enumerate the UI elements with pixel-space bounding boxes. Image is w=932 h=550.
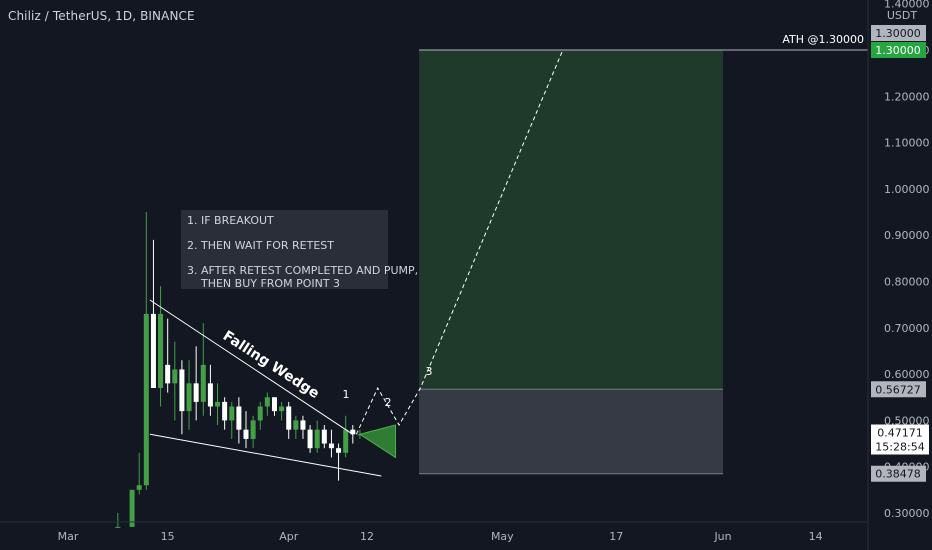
x-tick-label: May <box>491 530 514 543</box>
y-tick-label: 1.00000 <box>884 183 930 196</box>
point-2-label: 2 <box>385 396 392 409</box>
candle <box>172 369 178 384</box>
candles <box>115 212 363 528</box>
y-tick-label: 0.30000 <box>884 507 930 520</box>
x-tick-label: Mar <box>58 530 79 543</box>
breakout-triangle <box>358 424 397 459</box>
point-1-label: 1 <box>343 388 350 401</box>
candle <box>193 383 199 402</box>
candle <box>236 406 242 430</box>
candle <box>286 406 292 430</box>
ath-label: ATH @1.30000 <box>782 33 864 46</box>
candle <box>129 489 135 527</box>
y-tick-label: 1.10000 <box>884 137 930 150</box>
x-tick-label: 17 <box>609 530 623 543</box>
candle <box>350 429 356 435</box>
y-tick-label: 0.60000 <box>884 368 930 381</box>
candle <box>150 313 156 388</box>
trade-notes: 1. IF BREAKOUT 2. THEN WAIT FOR RETEST 3… <box>181 210 419 290</box>
candle <box>179 369 185 412</box>
candle <box>215 401 221 407</box>
entry-tag: 0.56727 <box>875 383 921 396</box>
stop-tag: 0.38478 <box>875 468 921 481</box>
candle <box>115 526 121 528</box>
candle <box>336 448 342 453</box>
candle <box>207 383 213 407</box>
note-1: 1. IF BREAKOUT <box>187 214 274 227</box>
entry-tag-bg <box>871 381 926 398</box>
x-tick-label: 14 <box>809 530 823 543</box>
candle <box>314 429 320 449</box>
candle <box>264 397 270 407</box>
x-tick-label: Jun <box>713 530 731 543</box>
wedge-label: Falling Wedge <box>220 328 322 402</box>
candle <box>186 383 192 412</box>
candle <box>279 406 285 412</box>
ath-tag-bg <box>871 42 926 58</box>
candle <box>165 364 171 384</box>
projection-path <box>355 49 564 435</box>
y-tick-label: 0.80000 <box>884 276 930 289</box>
x-tick-label: 15 <box>161 530 175 543</box>
wedge-upper-line <box>149 299 354 435</box>
note-3: 3. AFTER RETEST COMPLETED AND PUMP, THEN… <box>187 264 419 290</box>
candle <box>271 397 277 412</box>
candle <box>321 429 327 444</box>
ath-tag: 1.30000 <box>875 44 921 57</box>
y-tick-label: 1.20000 <box>884 90 930 103</box>
y-tick-label: 0.70000 <box>884 322 930 335</box>
candle <box>343 429 349 453</box>
position-zones <box>419 50 724 475</box>
ath-top-tag: 1.30000 <box>875 27 921 40</box>
point-3-label: 3 <box>426 365 433 378</box>
y-tick-label: 0.90000 <box>884 229 930 242</box>
stop-zone <box>419 389 724 474</box>
wedge-lower-line <box>149 433 382 477</box>
candle <box>229 406 235 421</box>
candle <box>243 429 249 439</box>
x-tick-label: Apr <box>279 530 299 543</box>
y-tick-label: 0.50000 <box>884 414 930 427</box>
x-tick-label: 12 <box>360 530 374 543</box>
current-price-tag: 0.47171 <box>877 426 923 439</box>
time-axis: Mar 15 Apr 12 May 17 Jun 14 <box>0 521 868 543</box>
countdown-tag: 15:28:54 <box>875 440 924 453</box>
currency-label: USDT <box>887 9 918 22</box>
candle <box>328 443 334 449</box>
candle <box>293 420 299 430</box>
candle <box>307 429 313 449</box>
current-tag-bg <box>871 424 929 455</box>
stop-tag-bg <box>871 465 926 482</box>
candle <box>158 313 164 388</box>
target-zone <box>419 50 724 390</box>
candle <box>143 313 149 486</box>
candle <box>300 420 306 430</box>
ath-top-tag-bg <box>871 25 926 41</box>
candle <box>136 485 142 490</box>
candle <box>200 364 206 402</box>
note-2: 2. THEN WAIT FOR RETEST <box>187 239 335 252</box>
symbol-title[interactable]: Chiliz / TetherUS, 1D, BINANCE <box>8 9 195 23</box>
y-tick-label: 1.40000 <box>884 0 930 11</box>
candle <box>222 401 228 421</box>
candle <box>257 406 263 421</box>
candle <box>250 420 256 439</box>
